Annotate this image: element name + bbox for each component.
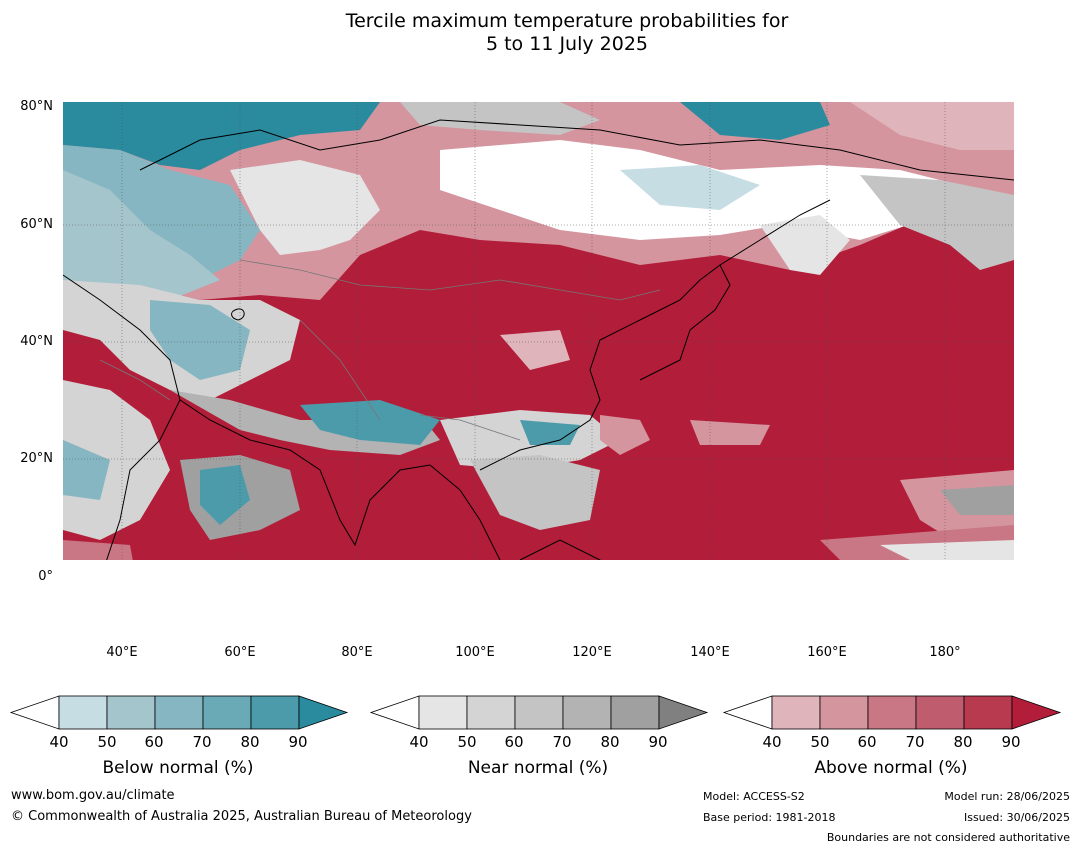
probability-field <box>63 102 1014 560</box>
near-swatch-60 <box>514 695 564 730</box>
below-tick-80: 80 <box>240 733 260 751</box>
lon-tick-160e: 160°E <box>807 645 847 660</box>
disclaimer-text: Boundaries are not considered authoritat… <box>826 831 1070 844</box>
above-colorbar <box>722 695 1062 730</box>
lon-tick-40e: 40°E <box>106 645 138 660</box>
below-tick-60: 60 <box>144 733 164 751</box>
near-swatch-80 <box>610 695 660 730</box>
below-swatch-60 <box>154 695 204 730</box>
above-swatch-70 <box>915 695 965 730</box>
above-tick-40: 40 <box>762 733 782 751</box>
near-tick-90: 90 <box>648 733 668 751</box>
above-normal-label: Above normal (%) <box>814 758 968 778</box>
near-tick-40: 40 <box>409 733 429 751</box>
near-tick-60: 60 <box>504 733 524 751</box>
above-swatch-60 <box>867 695 917 730</box>
base-period-text: Base period: 1981-2018 <box>703 811 836 824</box>
lat-tick-40n: 40°N <box>20 334 53 349</box>
above-swatch-50 <box>819 695 869 730</box>
copyright-text: © Commonwealth of Australia 2025, Austra… <box>11 809 472 824</box>
lat-tick-20n: 20°N <box>20 451 53 466</box>
below-colorbar <box>9 695 349 730</box>
model-text: Model: ACCESS-S2 <box>703 790 805 803</box>
lon-tick-60e: 60°E <box>224 645 256 660</box>
coastlines <box>63 119 1014 560</box>
above-extend-high <box>1011 695 1062 730</box>
above-swatch-40 <box>771 695 821 730</box>
near-tick-50: 50 <box>457 733 477 751</box>
below-tick-90: 90 <box>288 733 308 751</box>
below-tick-70: 70 <box>192 733 212 751</box>
lon-tick-80e: 80°E <box>341 645 373 660</box>
near-tick-70: 70 <box>552 733 572 751</box>
title-line-1: Tercile maximum temperature probabilitie… <box>345 10 789 32</box>
lat-tick-0: 0° <box>38 569 53 584</box>
above-extend-low <box>722 695 773 730</box>
below-swatch-50 <box>106 695 156 730</box>
lat-tick-60n: 60°N <box>20 217 53 232</box>
below-tick-50: 50 <box>97 733 117 751</box>
country-boundaries <box>99 259 661 441</box>
issued-text: Issued: 30/06/2025 <box>963 811 1070 824</box>
above-tick-50: 50 <box>810 733 830 751</box>
website-link[interactable]: www.bom.gov.au/climate <box>11 788 175 803</box>
lon-tick-120e: 120°E <box>572 645 612 660</box>
graticule <box>63 102 1014 560</box>
below-swatch-80 <box>250 695 300 730</box>
forecast-map <box>63 102 1014 560</box>
near-normal-label: Near normal (%) <box>467 758 609 778</box>
above-tick-90: 90 <box>1001 733 1021 751</box>
near-colorbar <box>369 695 709 730</box>
above-tick-70: 70 <box>905 733 925 751</box>
below-extend-low <box>9 695 60 730</box>
near-extend-high <box>658 695 709 730</box>
near-swatch-70 <box>562 695 612 730</box>
above-swatch-80 <box>963 695 1013 730</box>
lon-tick-100e: 100°E <box>455 645 495 660</box>
above-tick-80: 80 <box>953 733 973 751</box>
below-extend-high <box>298 695 349 730</box>
near-swatch-50 <box>466 695 516 730</box>
lat-tick-80n: 80°N <box>20 99 53 114</box>
below-tick-40: 40 <box>49 733 69 751</box>
title-line-2: 5 to 11 July 2025 <box>485 33 649 55</box>
near-extend-low <box>369 695 420 730</box>
model-run-text: Model run: 28/06/2025 <box>944 790 1070 803</box>
below-normal-label: Below normal (%) <box>102 758 254 778</box>
below-swatch-70 <box>202 695 252 730</box>
near-swatch-40 <box>418 695 468 730</box>
near-tick-80: 80 <box>600 733 620 751</box>
lon-tick-140e: 140°E <box>690 645 730 660</box>
above-tick-60: 60 <box>857 733 877 751</box>
chart-title: Tercile maximum temperature probabilitie… <box>0 10 1081 56</box>
lon-tick-180: 180° <box>929 645 961 660</box>
colorbars <box>9 695 1062 730</box>
below-swatch-40 <box>58 695 108 730</box>
